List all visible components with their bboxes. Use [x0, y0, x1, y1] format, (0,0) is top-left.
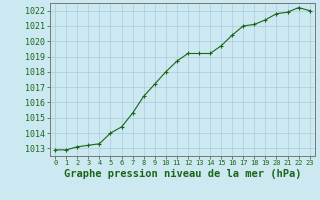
X-axis label: Graphe pression niveau de la mer (hPa): Graphe pression niveau de la mer (hPa)	[64, 169, 301, 179]
